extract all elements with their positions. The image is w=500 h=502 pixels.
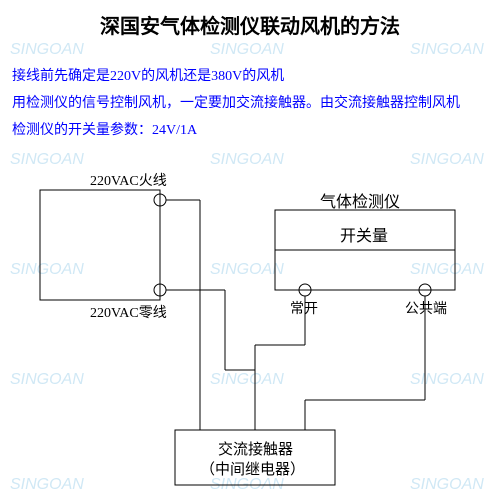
wiring-diagram [0,0,500,502]
